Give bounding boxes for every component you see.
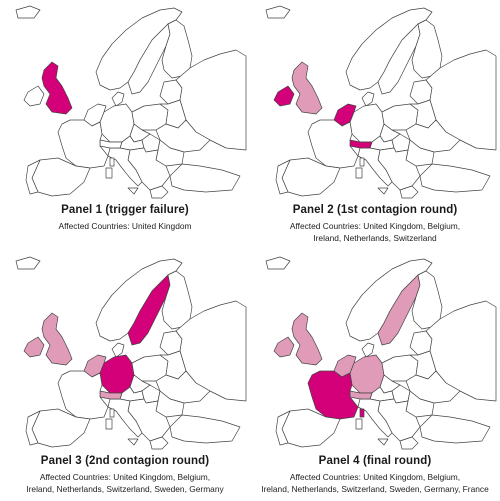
country-france (307, 370, 359, 420)
country-greece (399, 436, 419, 450)
country-corsica (109, 157, 115, 167)
country-italy (107, 398, 143, 438)
country-turkey (169, 414, 241, 444)
country-ukraine (155, 119, 211, 153)
country-greece (149, 185, 169, 199)
map-panel-3: Panel 3 (2nd contagion round) Affected C… (0, 251, 250, 501)
europe-map (265, 5, 497, 199)
country-italy (357, 147, 393, 187)
country-france (57, 119, 109, 169)
country-turkey (419, 414, 491, 444)
country-turkey (169, 163, 241, 193)
country-denmark (111, 91, 125, 107)
country-ukraine (405, 370, 461, 404)
country-italy (107, 147, 143, 187)
country-iceland (265, 5, 291, 19)
europe-map (265, 256, 497, 450)
country-denmark (361, 91, 375, 107)
panel-title: Panel 3 (2nd contagion round) (40, 455, 210, 467)
country-sicily (377, 438, 389, 446)
country-turkey (419, 163, 491, 193)
caption-line: Ireland, Netherlands, Switzerland (313, 233, 437, 243)
country-greece (149, 436, 169, 450)
country-portugal (25, 410, 41, 446)
country-portugal (275, 410, 291, 446)
country-sardinia (355, 167, 363, 179)
map-panel-2: Panel 2 (1st contagion round) Affected C… (250, 0, 500, 250)
country-sicily (127, 438, 139, 446)
map-panel-1: Panel 1 (trigger failure) Affected Count… (0, 0, 250, 250)
country-iceland (265, 256, 291, 270)
country-corsica (109, 408, 115, 418)
country-portugal (275, 159, 291, 195)
country-ireland (23, 85, 45, 107)
country-greece (399, 185, 419, 199)
caption-line: Affected Countries: United Kingdom, Belg… (39, 472, 211, 482)
country-sicily (377, 187, 389, 195)
country-united-kingdom (291, 312, 323, 366)
country-united-kingdom (41, 312, 73, 366)
country-ukraine (155, 370, 211, 404)
country-ukraine (405, 119, 461, 153)
europe-map (15, 5, 247, 199)
country-corsica (359, 408, 365, 418)
country-portugal (25, 159, 41, 195)
country-ireland (273, 85, 295, 107)
caption-line: Affected Countries: United Kingdom, Belg… (289, 472, 461, 482)
country-ireland (23, 336, 45, 358)
country-france (57, 370, 109, 420)
europe-map (15, 256, 247, 450)
country-denmark (361, 342, 375, 358)
caption-line: Affected Countries: United Kingdom (58, 221, 192, 231)
country-sicily (127, 187, 139, 195)
country-ireland (273, 336, 295, 358)
panel-title: Panel 1 (trigger failure) (61, 204, 189, 216)
caption-line: Ireland, Netherlands, Switzerland, Swede… (26, 484, 224, 494)
country-iceland (15, 256, 41, 270)
panel-caption: Affected Countries: United Kingdom, Belg… (250, 220, 500, 244)
panel-caption: Affected Countries: United Kingdom, Belg… (0, 471, 250, 495)
country-united-kingdom (41, 61, 73, 115)
caption-line: Affected Countries: United Kingdom, Belg… (289, 221, 461, 231)
country-corsica (359, 157, 365, 167)
country-sardinia (105, 418, 113, 430)
panel-title: Panel 4 (final round) (318, 455, 432, 467)
panel-caption: Affected Countries: United Kingdom (0, 220, 250, 232)
country-france (307, 119, 359, 169)
panel-title: Panel 2 (1st contagion round) (292, 204, 458, 216)
country-italy (357, 398, 393, 438)
country-united-kingdom (291, 61, 323, 115)
country-denmark (111, 342, 125, 358)
caption-line: Ireland, Netherlands, Switzerland, Swede… (261, 484, 489, 494)
country-iceland (15, 5, 41, 19)
country-sardinia (355, 418, 363, 430)
map-panel-4: Panel 4 (final round) Affected Countries… (250, 251, 500, 501)
panel-caption: Affected Countries: United Kingdom, Belg… (250, 471, 500, 495)
country-sardinia (105, 167, 113, 179)
